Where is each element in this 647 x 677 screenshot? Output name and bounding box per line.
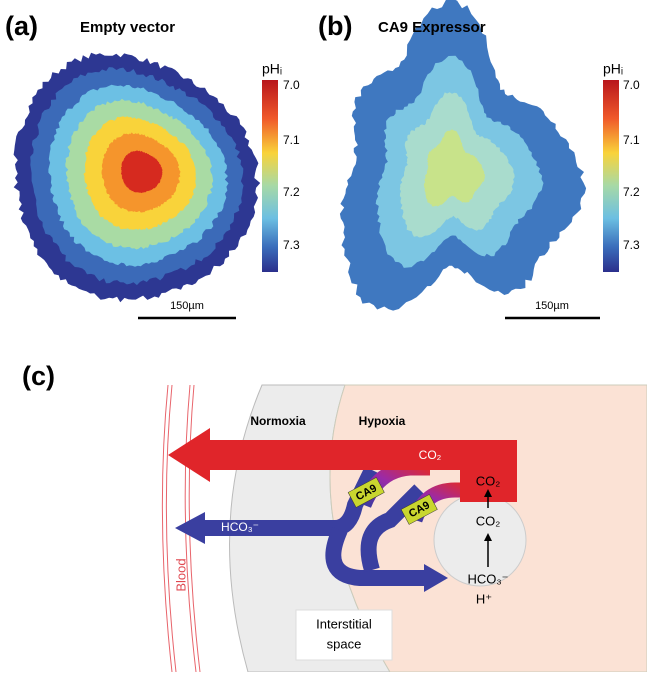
ph-map-b <box>340 0 586 311</box>
molecule-label: CO₂ <box>476 513 501 528</box>
region-label: space <box>327 636 362 651</box>
scale-bar-label: 150µm <box>535 300 569 312</box>
molecule-label: H⁺ <box>476 591 492 606</box>
molecule-label: HCO₃⁻ <box>221 520 259 534</box>
molecule-label: CO₂ <box>476 473 501 488</box>
colorbar <box>603 80 619 272</box>
colorbar-tick: 7.1 <box>623 133 640 147</box>
region-label: Hypoxia <box>359 414 406 428</box>
ph-map-a <box>14 53 261 302</box>
panel-label: (a) <box>5 11 38 41</box>
panel-title: Empty vector <box>80 19 175 36</box>
colorbar <box>262 80 278 272</box>
colorbar-tick: 7.0 <box>283 78 300 92</box>
colorbar-tick: 7.2 <box>283 185 300 199</box>
colorbar-tick: 7.3 <box>283 238 300 252</box>
panel-title: CA9 Expressor <box>378 19 486 36</box>
blood-label: Blood <box>173 558 188 591</box>
panel-label: (c) <box>22 361 55 391</box>
panel-label: (b) <box>318 11 352 41</box>
region-label: Interstitial <box>316 616 372 631</box>
molecule-label: CO₂ <box>419 448 442 462</box>
colorbar-label: pHᵢ <box>262 61 282 77</box>
colorbar-tick: 7.1 <box>283 133 300 147</box>
figure: (a) Empty vector pHᵢ 7.0 7.1 7.2 7.3 150… <box>0 0 647 672</box>
scale-bar-label: 150µm <box>170 300 204 312</box>
colorbar-label: pHᵢ <box>603 61 623 77</box>
colorbar-tick: 7.3 <box>623 238 640 252</box>
colorbar-tick: 7.2 <box>623 185 640 199</box>
colorbar-tick: 7.0 <box>623 78 640 92</box>
region-label: Normoxia <box>250 414 306 428</box>
molecule-label: HCO₃⁻ <box>467 571 508 586</box>
